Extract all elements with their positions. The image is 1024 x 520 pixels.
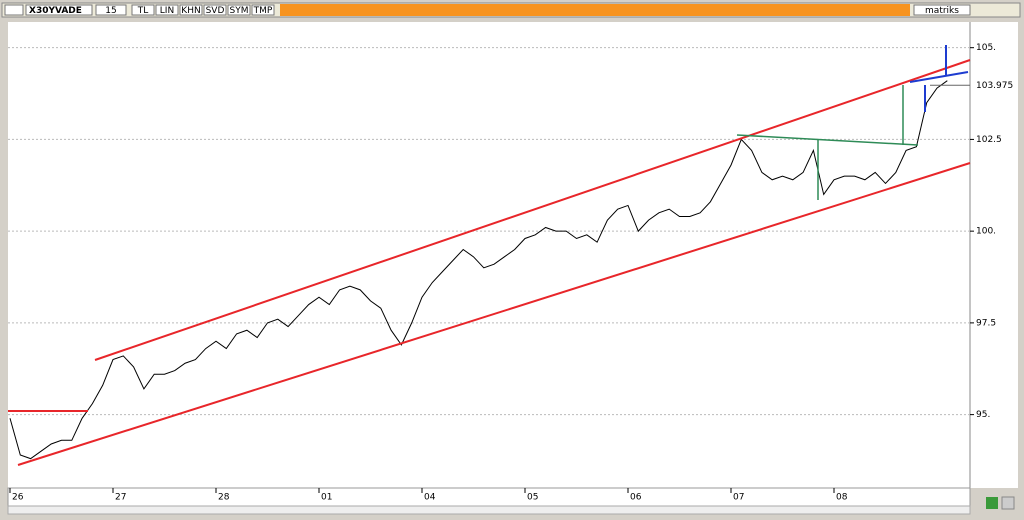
button-label[interactable]: SVD	[206, 6, 225, 16]
y-tick-label: 100.	[976, 227, 996, 237]
y-tick-label: 105.	[976, 43, 996, 53]
button[interactable]	[155, 4, 179, 16]
plot-area	[8, 22, 970, 488]
button[interactable]	[227, 4, 251, 16]
x-tick-label: 04	[424, 493, 436, 503]
button-label[interactable]: SYM	[230, 6, 249, 16]
x-tick-label: 28	[218, 493, 230, 503]
symbol-box[interactable]	[25, 4, 93, 16]
x-tick-label: 07	[733, 493, 744, 503]
x-axis-area	[7, 487, 971, 507]
buttons: TL LIN KHN SVD SYM TMP	[131, 4, 275, 16]
period[interactable]: 15	[105, 6, 116, 16]
button-label[interactable]: LIN	[160, 6, 174, 16]
symbol[interactable]: X30YVADE	[29, 6, 82, 16]
button[interactable]	[251, 4, 275, 16]
channel-lower	[17, 162, 971, 466]
price-line	[9, 80, 948, 460]
x-tick-label: 05	[527, 493, 538, 503]
last-value-label: 103.975	[976, 81, 1013, 91]
channel-upper	[94, 59, 971, 361]
blue-line	[909, 71, 969, 83]
y-axis-area	[970, 22, 1018, 488]
drawings	[8, 45, 971, 466]
y-tick-label: 97.5	[976, 318, 996, 328]
toolbar-fill	[280, 4, 910, 16]
period-box[interactable]	[95, 4, 127, 16]
scrollbar[interactable]	[7, 505, 971, 515]
button[interactable]	[179, 4, 203, 16]
brand-box	[913, 4, 971, 16]
icon[interactable]	[4, 4, 24, 16]
x-tick-label: 06	[630, 493, 642, 503]
x-tick-label: 26	[12, 493, 24, 503]
refresh[interactable]	[986, 497, 998, 509]
button-label[interactable]: TMP	[253, 6, 273, 16]
settings[interactable]	[1001, 496, 1015, 510]
brand: matriks	[925, 6, 959, 16]
button[interactable]	[203, 4, 227, 16]
x-tick-label: 27	[115, 493, 126, 503]
x-tick-label: 08	[836, 493, 848, 503]
x-tick-label: 01	[321, 493, 332, 503]
button-label[interactable]: TL	[137, 6, 149, 16]
button-label[interactable]: KHN	[181, 6, 200, 16]
button[interactable]	[131, 4, 155, 16]
y-tick-label: 95.	[976, 410, 990, 420]
neckline	[736, 134, 919, 146]
y-tick-label: 102.5	[976, 135, 1002, 145]
